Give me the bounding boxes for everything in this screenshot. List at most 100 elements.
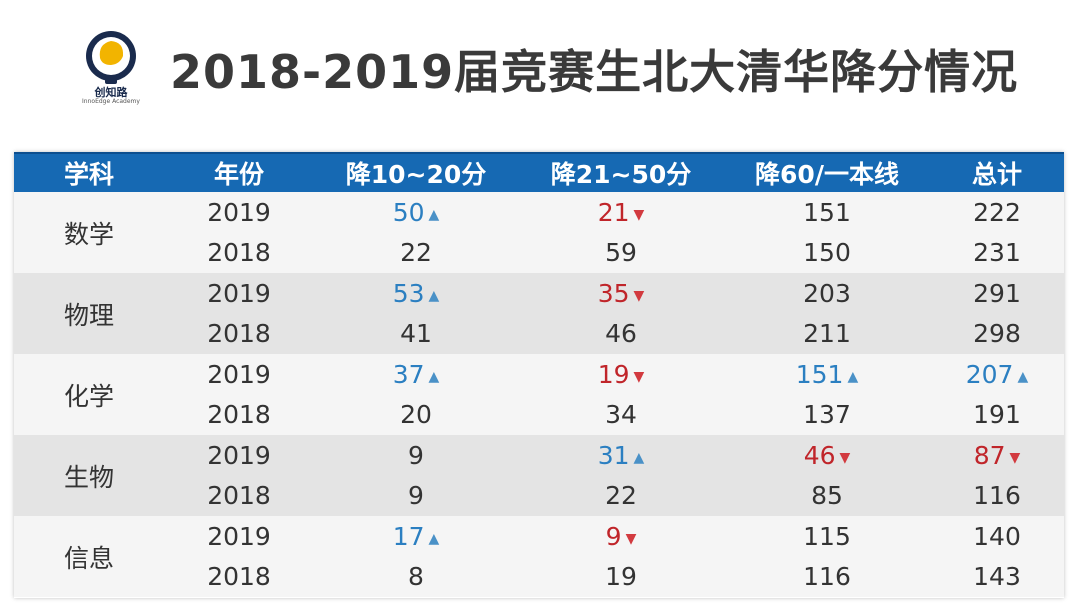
value-cell: 116 <box>930 475 1064 516</box>
value-cell: 19 <box>518 556 724 597</box>
up-triangle-icon: ▲ <box>633 449 645 466</box>
value-text: 35 <box>597 278 630 308</box>
logo-name: 创知路 <box>94 86 128 99</box>
value-text: 21 <box>597 197 630 227</box>
value-text: 211 <box>803 319 851 349</box>
value-cell: 222 <box>930 192 1064 233</box>
value-text: 9 <box>408 440 424 470</box>
table-row: 2018 22 59 150 231 <box>14 232 1064 273</box>
value-cell: 151 <box>724 192 930 233</box>
down-triangle-icon: ▼ <box>625 530 637 547</box>
value-cell: 143 <box>930 556 1064 597</box>
down-triangle-icon: ▼ <box>633 287 645 304</box>
value-text: 222 <box>973 197 1021 227</box>
value-text: 143 <box>973 562 1021 592</box>
up-triangle-icon: ▲ <box>428 287 440 304</box>
value-text: 151 <box>795 359 844 389</box>
year-cell: 2018 <box>164 556 314 597</box>
up-triangle-icon: ▲ <box>428 206 440 223</box>
value-cell: 46 ▼ <box>724 435 930 476</box>
value-cell: 140 <box>930 516 1064 557</box>
column-header: 总计 <box>930 152 1064 192</box>
column-header: 降60/一本线 <box>724 152 930 192</box>
year-cell: 2018 <box>164 313 314 354</box>
value-cell: 191 <box>930 394 1064 435</box>
value-cell: 203 <box>724 273 930 314</box>
value-text: 203 <box>803 278 851 308</box>
value-text: 34 <box>605 400 637 430</box>
value-text: 207 <box>965 359 1014 389</box>
year-cell: 2018 <box>164 232 314 273</box>
value-cell: 298 <box>930 313 1064 354</box>
score-reduction-table: 学科 年份 降10~20分 降21~50分 降60/一本线 总计 数学 2019 50 ▲ 21 ▼… <box>14 152 1064 597</box>
table-row: 生物 2019 9 31 ▲ 46 ▼ 87 ▼ <box>14 435 1064 516</box>
value-cell: 53 ▲ <box>314 273 518 314</box>
value-text: 20 <box>400 400 432 430</box>
value-text: 50 <box>392 197 425 227</box>
year-cell: 2018 <box>164 475 314 516</box>
year-cell: 2019 <box>164 192 314 233</box>
table-row: 2018 9 22 85 116 <box>14 475 1064 516</box>
value-text: 116 <box>803 562 851 592</box>
value-cell: 211 <box>724 313 930 354</box>
value-text: 37 <box>392 359 425 389</box>
year-cell: 2019 <box>164 354 314 395</box>
value-cell: 87 ▼ <box>930 435 1064 476</box>
subject-cell: 物理 <box>14 273 164 354</box>
value-cell: 115 <box>724 516 930 557</box>
value-cell: 50 ▲ <box>314 192 518 233</box>
value-cell: 20 <box>314 394 518 435</box>
table-row: 物理 2019 53 ▲ 35 ▼ 203 291 <box>14 273 1064 354</box>
down-triangle-icon: ▼ <box>633 368 645 385</box>
value-text: 17 <box>392 521 425 551</box>
value-text: 46 <box>605 319 637 349</box>
value-text: 9 <box>605 521 622 551</box>
value-text: 151 <box>803 197 851 227</box>
up-triangle-icon: ▲ <box>847 368 859 385</box>
value-cell: 207 ▲ <box>930 354 1064 395</box>
subject-cell: 化学 <box>14 354 164 435</box>
value-cell: 151 ▲ <box>724 354 930 395</box>
value-text: 41 <box>400 319 432 349</box>
score-table-container: 学科 年份 降10~20分 降21~50分 降60/一本线 总计 数学 2019 50 ▲ 21 ▼… <box>14 152 1064 598</box>
value-cell: 41 <box>314 313 518 354</box>
value-text: 31 <box>597 440 630 470</box>
value-cell: 37 ▲ <box>314 354 518 395</box>
value-text: 85 <box>811 481 843 511</box>
column-header: 降21~50分 <box>518 152 724 192</box>
value-text: 87 <box>973 440 1006 470</box>
value-text: 19 <box>605 562 637 592</box>
value-text: 53 <box>392 278 425 308</box>
up-triangle-icon: ▲ <box>428 530 440 547</box>
value-cell: 85 <box>724 475 930 516</box>
value-text: 137 <box>803 400 851 430</box>
value-cell: 9 <box>314 475 518 516</box>
header: 创知路 InnoEdge Academy 2018-2019届竞赛生北大清华降分… <box>0 0 1080 150</box>
year-cell: 2018 <box>164 394 314 435</box>
year-cell: 2019 <box>164 273 314 314</box>
value-text: 22 <box>400 238 432 268</box>
table-row: 化学 2019 37 ▲ 19 ▼ 151 ▲ 207 ▲ <box>14 354 1064 435</box>
table-body: 数学 2019 50 ▲ 21 ▼ 151 222 2018 22 59 150 231 物理 2019 53… <box>14 192 1064 597</box>
value-cell: 9 ▼ <box>518 516 724 557</box>
value-cell: 9 <box>314 435 518 476</box>
value-cell: 34 <box>518 394 724 435</box>
value-text: 116 <box>973 481 1021 511</box>
value-cell: 21 ▼ <box>518 192 724 233</box>
down-triangle-icon: ▼ <box>633 206 645 223</box>
column-header: 降10~20分 <box>314 152 518 192</box>
year-cell: 2019 <box>164 435 314 476</box>
down-triangle-icon: ▼ <box>839 449 851 466</box>
page-title: 2018-2019届竞赛生北大清华降分情况 <box>170 45 1019 99</box>
value-text: 9 <box>408 481 424 511</box>
value-text: 291 <box>973 278 1021 308</box>
value-text: 298 <box>973 319 1021 349</box>
value-text: 59 <box>605 238 637 268</box>
table-row: 2018 20 34 137 191 <box>14 394 1064 435</box>
table-row: 2018 41 46 211 298 <box>14 313 1064 354</box>
down-triangle-icon: ▼ <box>1009 449 1021 466</box>
value-cell: 22 <box>518 475 724 516</box>
logo-subtitle: InnoEdge Academy <box>82 98 140 105</box>
up-triangle-icon: ▲ <box>428 368 440 385</box>
value-text: 46 <box>803 440 836 470</box>
